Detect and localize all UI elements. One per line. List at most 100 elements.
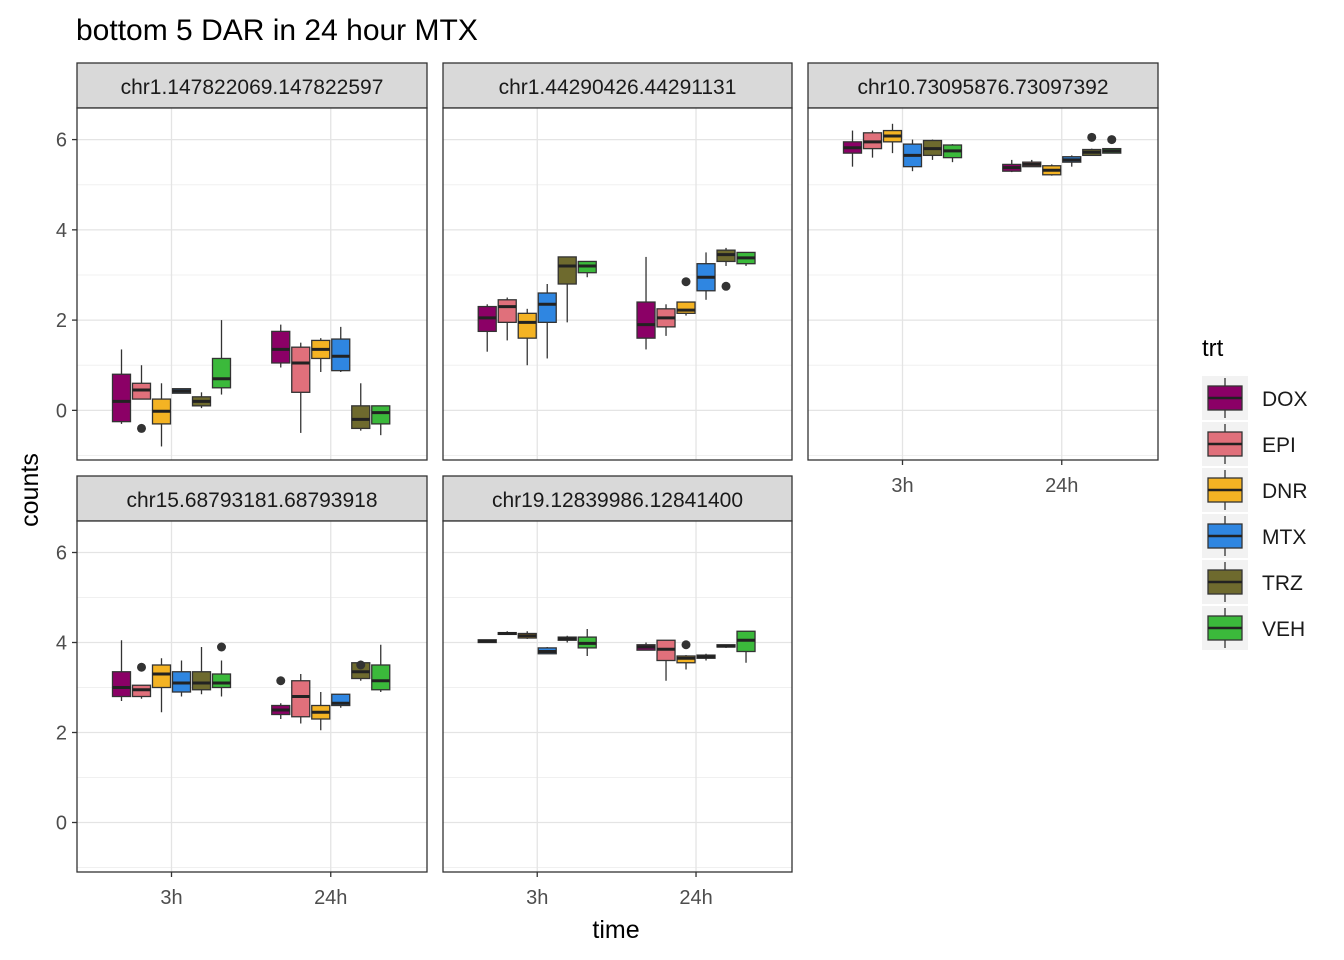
x-tick-label: 24h [314, 887, 347, 909]
y-tick-label: 6 [56, 130, 67, 152]
boxplot-epi [497, 297, 517, 341]
box-iqr [111, 373, 132, 423]
boxplot-dox [111, 349, 132, 424]
boxplot-dox [842, 130, 863, 167]
facet-panel: chr1.44290426.44291131 [442, 62, 793, 461]
outlier-point [681, 640, 691, 650]
facet-strip-label: chr10.73095876.73097392 [857, 76, 1108, 99]
y-tick-label: 0 [56, 813, 67, 835]
boxplot-veh [577, 629, 597, 656]
box-iqr [211, 673, 232, 689]
outlier-point [1107, 135, 1117, 145]
boxplot-dox [477, 639, 497, 644]
panel-border [442, 520, 793, 873]
outlier-point [137, 423, 146, 433]
boxplot-trz [351, 660, 371, 681]
outlier-point [137, 662, 146, 672]
facet-strip [442, 62, 793, 109]
boxplot-veh [736, 630, 756, 663]
box-iqr [191, 671, 212, 691]
box-iqr [271, 330, 291, 364]
facet-panel: chr19.12839986.12841400 3h 24h [442, 475, 793, 909]
boxplot-dnr [311, 338, 331, 372]
legend-label: DOX [1262, 388, 1308, 411]
boxplot-dnr [151, 658, 172, 713]
boxplot-mtx [1062, 155, 1082, 167]
y-tick-label: 4 [56, 220, 67, 242]
boxplot-mtx [537, 647, 557, 655]
facet-strip [76, 475, 428, 522]
legend-title: trt [1202, 335, 1224, 362]
boxplot-dox [477, 304, 497, 352]
boxplot-dox [1002, 159, 1022, 173]
x-tick-label: 3h [526, 887, 548, 909]
boxplot-dnr [151, 383, 172, 447]
boxplot-dox [111, 640, 132, 701]
boxplot-trz [1082, 132, 1102, 157]
facet-strip [442, 475, 793, 522]
facet-strip-label: chr19.12839986.12841400 [492, 489, 743, 512]
box-iqr [291, 346, 311, 393]
boxplot-epi [656, 639, 676, 681]
boxplot-trz [351, 383, 371, 431]
legend: trt DOX EPI DNR MTX TRZ VEH [1202, 335, 1308, 650]
box-iqr [151, 664, 172, 689]
box-iqr [211, 357, 232, 389]
box-iqr [636, 301, 656, 339]
legend-item-mtx: MTX [1202, 514, 1306, 558]
boxplot-trz [716, 644, 736, 648]
box-iqr [497, 299, 517, 324]
boxplot-dox [636, 642, 656, 651]
boxplot-dnr [311, 692, 331, 731]
y-tick-label: 6 [56, 543, 67, 565]
outlier-point [721, 281, 731, 291]
boxplot-epi [131, 662, 152, 699]
boxplot-veh [736, 251, 756, 266]
outlier-point [681, 277, 691, 287]
y-tick-label: 2 [56, 723, 67, 745]
box-iqr [111, 671, 132, 698]
legend-label: DNR [1262, 480, 1308, 503]
panel-background [443, 108, 792, 460]
facet-strip [807, 62, 1159, 109]
boxplot-dox [271, 676, 291, 719]
facet-panel: chr1.147822069.147822597 0 2 4 6 [56, 62, 428, 461]
legend-label: EPI [1262, 434, 1296, 457]
boxplot-mtx [331, 326, 351, 372]
facet-panel: chr10.73095876.73097392 3h 24h [807, 62, 1159, 497]
boxplot-epi [656, 304, 676, 336]
facet-strip-label: chr15.68793181.68793918 [126, 489, 377, 512]
panel-background [443, 521, 792, 872]
boxplot-epi [291, 342, 311, 433]
facet-strip-label: chr1.147822069.147822597 [121, 76, 384, 99]
boxplot-veh [371, 405, 391, 436]
boxplot-trz [557, 635, 577, 643]
boxplot-dnr [517, 308, 537, 366]
legend-label: TRZ [1262, 572, 1303, 595]
boxplot-trz [716, 247, 736, 291]
boxplot-trz [922, 139, 943, 160]
boxplot-mtx [537, 284, 557, 359]
box-iqr [371, 664, 391, 691]
boxplot-dnr [676, 277, 696, 316]
facet-panels: chr1.147822069.147822597 0 2 4 6 chr1.4429042… [56, 62, 1159, 909]
legend-item-veh: VEH [1202, 606, 1305, 650]
facet-strip [76, 62, 428, 109]
outlier-point [276, 676, 286, 686]
boxplot-trz [191, 392, 212, 409]
boxplot-trz [557, 256, 577, 323]
boxplot-epi [131, 365, 152, 433]
legend-item-epi: EPI [1202, 422, 1296, 466]
x-tick-label: 24h [679, 887, 712, 909]
box-iqr [331, 693, 351, 707]
outlier-point [1087, 132, 1097, 142]
panel-border [76, 520, 428, 873]
boxplot-dnr [517, 631, 537, 639]
box-iqr [351, 405, 371, 430]
facet-panel: chr15.68793181.68793918 0 2 4 6 3h 24h [56, 475, 428, 909]
boxplot-mtx [331, 693, 351, 708]
panel-border [807, 107, 1159, 461]
boxplot-veh [1102, 135, 1122, 154]
boxplot-epi [862, 130, 883, 158]
panel-border [442, 107, 793, 461]
